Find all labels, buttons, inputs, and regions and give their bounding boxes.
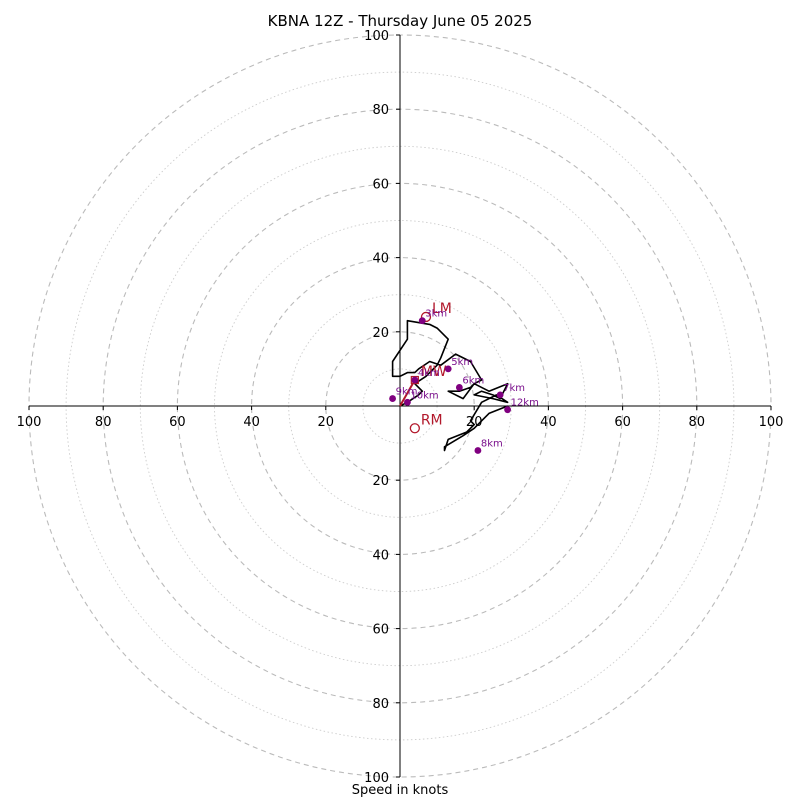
height-label: 5km: [451, 357, 473, 368]
y-tick-label: 60: [372, 177, 389, 192]
height-marker: [389, 395, 396, 402]
chart-title: KBNA 12Z - Thursday June 05 2025: [267, 12, 533, 30]
height-marker: [474, 447, 482, 454]
height-label: 10km: [410, 390, 438, 401]
y-tick-label: 60: [372, 623, 389, 638]
y-tick-label: 40: [372, 252, 389, 267]
x-tick-label: 20: [318, 415, 335, 430]
height-label: 4km: [418, 368, 440, 379]
y-tick-label: 100: [364, 29, 389, 44]
x-tick-label: 40: [540, 415, 557, 430]
height-marker: [455, 384, 463, 391]
height-marker: [411, 376, 419, 384]
x-tick-label: 60: [169, 415, 186, 430]
height-marker: [444, 365, 452, 373]
height-label: 8km: [481, 439, 503, 450]
height-label: 3km: [425, 309, 447, 320]
x-tick-label: 20: [466, 415, 483, 430]
height-label: 6km: [462, 375, 484, 386]
motion-label-mw: MW: [421, 364, 447, 380]
y-tick-label: 20: [372, 474, 389, 489]
x-tick-label: 40: [243, 415, 260, 430]
x-tick-label: 100: [17, 415, 42, 430]
left-mover-marker: [420, 311, 432, 323]
x-tick-label: 100: [759, 415, 784, 430]
x-axis-label: Speed in knots: [351, 783, 449, 798]
height-marker: [496, 391, 504, 399]
x-tick-label: 60: [614, 415, 631, 430]
y-tick-label: 100: [364, 771, 389, 786]
motion-label-rm: RM: [421, 412, 443, 428]
height-label: 7km: [503, 383, 525, 394]
height-marker: [504, 406, 511, 414]
y-tick-label: 80: [372, 697, 389, 712]
hodograph-trace: [391, 319, 509, 452]
y-tick-label: 80: [372, 103, 389, 118]
height-label: 12km: [511, 398, 539, 409]
mean-wind-marker: [410, 375, 419, 385]
x-tick-label: 80: [689, 415, 706, 430]
height-marker: [418, 317, 426, 325]
height-label: 9km: [396, 387, 418, 398]
y-tick-label: 20: [372, 326, 389, 341]
storm-motion-vector: [399, 379, 416, 407]
y-tick-label: 40: [372, 548, 389, 563]
right-mover-marker: [409, 423, 420, 434]
height-marker: [404, 398, 411, 406]
x-tick-label: 80: [95, 415, 112, 430]
motion-label-lm: LM: [432, 301, 452, 317]
